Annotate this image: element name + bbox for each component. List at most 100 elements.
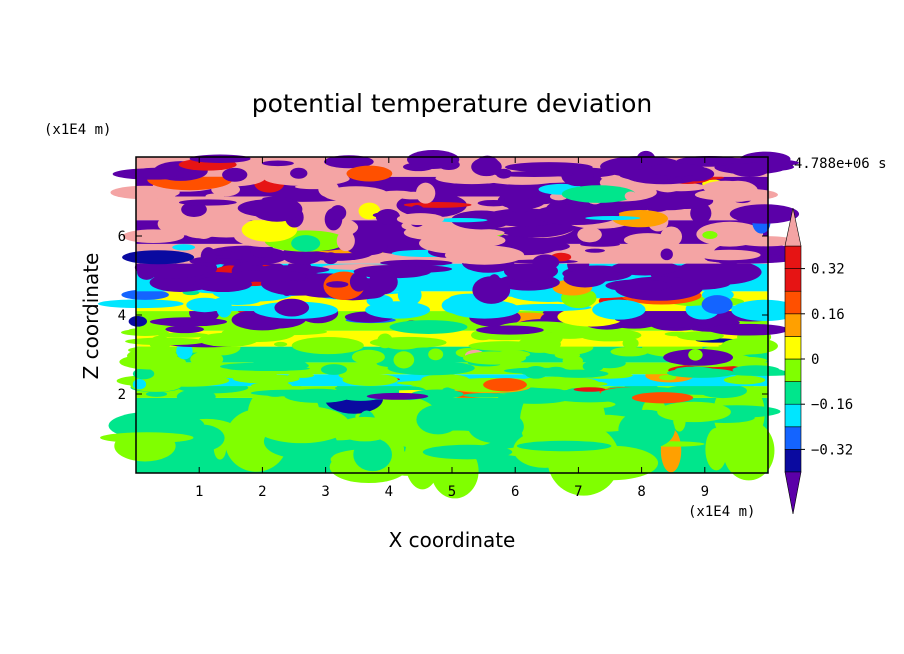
contour-patch bbox=[100, 432, 194, 444]
contour-patch bbox=[158, 332, 209, 338]
contour-patch bbox=[198, 332, 258, 347]
colorbar: −0.32 −0.16 0 0.16 0.32 bbox=[784, 207, 853, 515]
contour-patch bbox=[191, 217, 216, 239]
contour-patch bbox=[532, 254, 560, 271]
contour-patch bbox=[291, 235, 321, 252]
contour-patch bbox=[562, 355, 583, 367]
colorbar-segment bbox=[784, 381, 802, 405]
contour-patch bbox=[723, 420, 775, 481]
contour-patch bbox=[623, 233, 672, 247]
y-axis-label: Z coordinate bbox=[79, 253, 103, 380]
contour-patch bbox=[97, 299, 184, 309]
colorbar-segment bbox=[784, 449, 802, 473]
contour-patch bbox=[323, 186, 389, 203]
contour-patch bbox=[186, 297, 224, 313]
contour-patch bbox=[610, 346, 649, 357]
contour-patch bbox=[121, 289, 169, 300]
contour-patch bbox=[498, 391, 570, 404]
y-tick-label: 2 bbox=[118, 387, 126, 403]
contour-patch bbox=[428, 348, 444, 361]
contour-patch bbox=[326, 281, 349, 288]
colorbar-extend-top bbox=[784, 207, 802, 247]
contour-patch bbox=[705, 427, 728, 471]
contour-patch bbox=[605, 279, 672, 292]
contour-patch bbox=[579, 328, 642, 342]
contour-patch bbox=[251, 196, 303, 222]
contour-patch bbox=[190, 351, 224, 368]
contour-patch bbox=[132, 368, 155, 380]
contour-patch bbox=[563, 269, 607, 288]
colorbar-segment bbox=[784, 290, 802, 315]
contour-patch bbox=[253, 405, 350, 444]
contour-patch bbox=[702, 231, 718, 239]
contour-patch bbox=[573, 387, 606, 392]
contour-patch bbox=[516, 440, 612, 452]
contour-patch bbox=[349, 271, 368, 292]
contour-patch bbox=[477, 199, 510, 207]
contour-patch bbox=[329, 205, 347, 221]
x-axis-label: X coordinate bbox=[389, 528, 516, 552]
contour-patch bbox=[122, 229, 185, 243]
contour-patch bbox=[723, 375, 766, 385]
contour-patch bbox=[274, 341, 288, 347]
contour-patch bbox=[149, 335, 171, 351]
colorbar-tick-label: −0.32 bbox=[811, 442, 853, 458]
x-tick-label: 5 bbox=[448, 484, 456, 500]
time-label: t=4.788e+06 s bbox=[777, 156, 887, 172]
contour-patch bbox=[618, 409, 675, 450]
contour-patch bbox=[320, 364, 348, 375]
contour-patch bbox=[222, 167, 248, 182]
contour-patch bbox=[701, 157, 762, 164]
contour-patch bbox=[389, 320, 468, 334]
colorbar-segment bbox=[784, 245, 802, 269]
contour-patch bbox=[128, 316, 148, 327]
contour-patch bbox=[463, 393, 508, 398]
contour-patch bbox=[675, 259, 762, 285]
contour-patch bbox=[407, 150, 460, 170]
contour-patch bbox=[521, 369, 604, 377]
contour-patch bbox=[205, 193, 225, 199]
contour-patch bbox=[346, 165, 393, 182]
contour-patch bbox=[692, 169, 709, 181]
contour-patch bbox=[688, 348, 703, 361]
contour-patch bbox=[165, 325, 204, 334]
colorbar-tick-label: 0.32 bbox=[811, 262, 845, 278]
contour-patch bbox=[419, 233, 489, 254]
contour-patch bbox=[396, 380, 453, 386]
contour-patch bbox=[132, 379, 147, 390]
contour-patch bbox=[378, 190, 416, 199]
contour-patch bbox=[717, 180, 759, 202]
y-tick-label: 6 bbox=[118, 229, 126, 245]
colorbar-segment bbox=[784, 313, 802, 337]
contour-patch bbox=[699, 383, 747, 399]
x-tick-label: 8 bbox=[637, 484, 645, 500]
x-tick-label: 1 bbox=[195, 484, 203, 500]
contour-patch bbox=[214, 295, 261, 305]
contour-patch bbox=[274, 298, 310, 317]
contour-patch bbox=[291, 337, 364, 355]
contour-patch bbox=[190, 258, 250, 264]
y-tick-label: 4 bbox=[118, 308, 126, 324]
contour-patch bbox=[657, 401, 731, 423]
contour-patch bbox=[290, 167, 308, 179]
contour-patch bbox=[728, 159, 771, 178]
x-tick-label: 9 bbox=[701, 484, 709, 500]
contour-patch bbox=[422, 444, 513, 460]
contour-patch bbox=[377, 333, 393, 349]
contour-patch bbox=[227, 366, 310, 371]
contour-patch bbox=[561, 185, 636, 203]
contour-patch bbox=[483, 378, 527, 392]
contour-patch bbox=[172, 244, 196, 251]
contour-patch bbox=[532, 204, 620, 226]
contour-patch bbox=[149, 317, 227, 327]
contour-patch bbox=[697, 249, 761, 261]
contour-patch bbox=[468, 341, 542, 351]
contour-patch bbox=[708, 323, 789, 336]
contour-band bbox=[136, 346, 768, 363]
chart-title: potential temperature deviation bbox=[252, 89, 652, 118]
y-axis-ticks: 2 4 6 bbox=[118, 229, 768, 403]
contour-patch bbox=[241, 169, 280, 179]
contour-patch bbox=[565, 445, 659, 481]
contour-patch bbox=[611, 260, 680, 276]
